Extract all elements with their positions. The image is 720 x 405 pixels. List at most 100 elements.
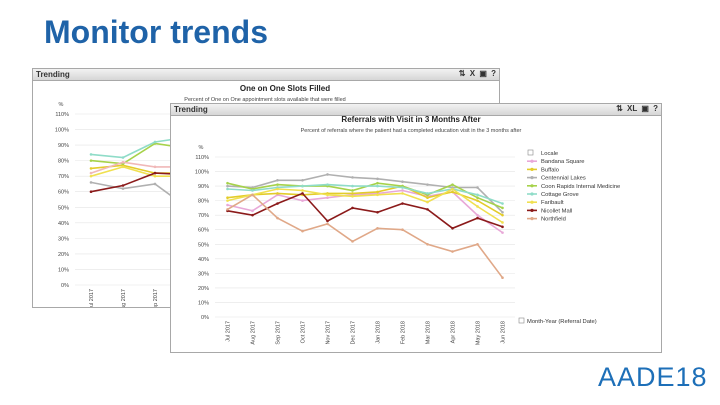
data-point [351, 192, 354, 195]
legend-swatch-dot [530, 159, 534, 163]
data-point [226, 181, 229, 185]
y-tick-label: 70% [198, 213, 209, 219]
data-point [351, 240, 354, 243]
legend-item: Centennial Lakes [541, 176, 586, 182]
data-point [276, 183, 279, 186]
data-point [89, 159, 93, 162]
x-tick-label: Jul 2017 [226, 321, 232, 342]
data-point [501, 276, 504, 280]
data-point [89, 167, 93, 170]
y-tick-label: 100% [55, 128, 69, 134]
data-point [351, 194, 354, 198]
data-point [226, 203, 229, 207]
data-point [121, 156, 125, 159]
data-point [326, 183, 329, 186]
legend-swatch-dot [530, 167, 534, 171]
back-panel-toolbar: ⇅ X ▣ ? [457, 69, 496, 78]
data-point [301, 229, 304, 233]
y-tick-label: 10% [198, 300, 209, 306]
data-point [121, 165, 125, 169]
data-point [401, 228, 404, 232]
series-line-bandana-square [227, 189, 503, 234]
data-point [501, 202, 504, 205]
x-tick-label: Apr 2018 [451, 321, 457, 343]
y-axis-unit: % [59, 102, 64, 108]
data-point [426, 242, 429, 246]
excel-export-icon[interactable]: X [469, 69, 476, 78]
data-point [121, 160, 125, 164]
data-point [89, 153, 93, 156]
data-point [376, 184, 379, 188]
data-point [376, 226, 379, 230]
y-tick-label: 0% [61, 283, 69, 289]
legend-swatch-dot [530, 217, 534, 221]
data-point [276, 202, 279, 205]
data-point [476, 186, 479, 189]
data-point [376, 181, 379, 185]
data-point [153, 165, 157, 169]
legend-item: Nicollet Mall [541, 208, 572, 214]
sort-icon[interactable]: ⇅ [458, 69, 466, 78]
data-point [251, 213, 254, 217]
x-tick-label: Oct 2017 [301, 321, 307, 343]
chart-subtitle: Percent of referrals where the patient h… [301, 128, 522, 134]
front-panel-title: Trending [174, 105, 208, 114]
back-panel-header: Trending ⇅ X ▣ ? [33, 69, 499, 81]
y-tick-label: 100% [195, 170, 209, 176]
data-point [153, 171, 157, 175]
data-point [426, 208, 429, 211]
legend-item: Faribault [541, 200, 564, 206]
data-point [121, 184, 125, 187]
y-tick-label: 0% [201, 315, 209, 321]
data-point [226, 187, 229, 191]
y-tick-label: 110% [195, 155, 209, 161]
data-point [326, 219, 329, 223]
data-point [451, 183, 454, 186]
data-point [276, 178, 279, 182]
data-point [426, 192, 429, 195]
legend-swatch-dot [530, 208, 534, 212]
window-icon[interactable]: ▣ [641, 104, 649, 113]
legend-item: Cottage Grove [541, 192, 579, 198]
legend-swatch-dot [530, 192, 534, 196]
legend-item: Northfield [541, 217, 566, 223]
data-point [501, 221, 504, 224]
slide-title: Monitor trends [44, 14, 268, 50]
y-tick-label: 70% [58, 174, 69, 180]
help-icon[interactable]: ? [491, 69, 496, 78]
data-point [226, 184, 229, 188]
x-tick-label: Feb 2018 [401, 321, 407, 344]
y-tick-label: 40% [58, 221, 69, 227]
data-point [401, 180, 404, 184]
legend-swatch-dot [530, 184, 534, 188]
data-point [326, 193, 329, 197]
data-point [501, 213, 504, 217]
front-panel-header: Trending ⇅ XL ▣ ? [171, 104, 661, 116]
sort-icon[interactable]: ⇅ [616, 104, 623, 113]
y-tick-label: 110% [55, 112, 69, 118]
data-point [351, 189, 354, 192]
data-point [451, 187, 454, 191]
data-point [121, 187, 125, 190]
legend-item: Coon Rapids Internal Medicine [541, 184, 620, 190]
data-point [301, 184, 304, 188]
help-icon[interactable]: ? [653, 104, 658, 113]
series-line-cottage-grove [227, 183, 503, 205]
excel-export-icon[interactable]: XL [627, 104, 638, 113]
x-tick-label: Nov 2017 [326, 321, 332, 345]
data-point [251, 193, 254, 197]
data-point [476, 242, 479, 246]
data-point [153, 140, 157, 144]
data-point [451, 250, 454, 253]
y-tick-label: 80% [198, 199, 209, 205]
data-point [426, 200, 429, 204]
data-point [89, 190, 93, 194]
y-tick-label: 10% [58, 267, 69, 273]
data-point [326, 196, 329, 200]
window-icon[interactable]: ▣ [479, 69, 487, 78]
data-point [251, 209, 254, 213]
data-point [326, 173, 329, 176]
data-point [401, 192, 404, 195]
data-point [501, 225, 504, 229]
x-tick-label: Jul 2017 [89, 289, 95, 307]
